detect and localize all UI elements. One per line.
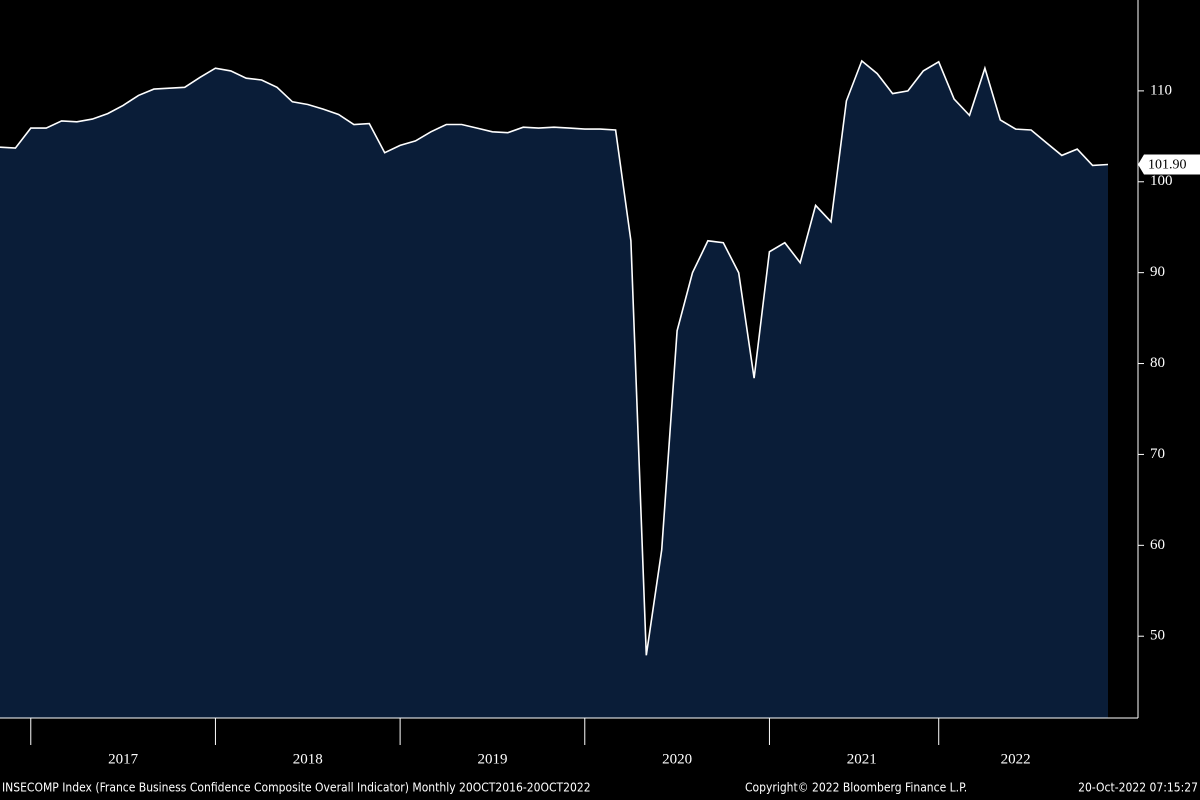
x-tick-label: 2020: [662, 751, 692, 767]
y-tick-label: 70: [1150, 446, 1165, 462]
last-value-box: [1138, 154, 1200, 175]
x-tick-label: 2022: [1001, 751, 1031, 767]
y-tick-label: 90: [1150, 264, 1165, 280]
footer-description: INSECOMP Index (France Business Confiden…: [2, 781, 591, 795]
x-tick-label: 2019: [477, 751, 507, 767]
y-tick-label: 60: [1150, 537, 1165, 553]
last-value-label: 101.90: [1148, 158, 1187, 173]
footer-copyright: Copyright© 2022 Bloomberg Finance L.P.: [745, 781, 967, 795]
area-line: [0, 59, 1109, 656]
area-fill: [0, 60, 1108, 718]
y-tick-label: 100: [1150, 173, 1173, 189]
y-tick-label: 50: [1150, 628, 1165, 644]
y-tick-label: 80: [1150, 355, 1165, 371]
x-tick-label: 2017: [108, 751, 139, 767]
x-tick-label: 2021: [847, 751, 877, 767]
footer-timestamp: 20-Oct-2022 07:15:27: [1078, 781, 1198, 795]
y-tick-label: 110: [1150, 82, 1172, 98]
plot-area: [0, 59, 1109, 718]
x-tick-label: 2018: [293, 751, 323, 767]
